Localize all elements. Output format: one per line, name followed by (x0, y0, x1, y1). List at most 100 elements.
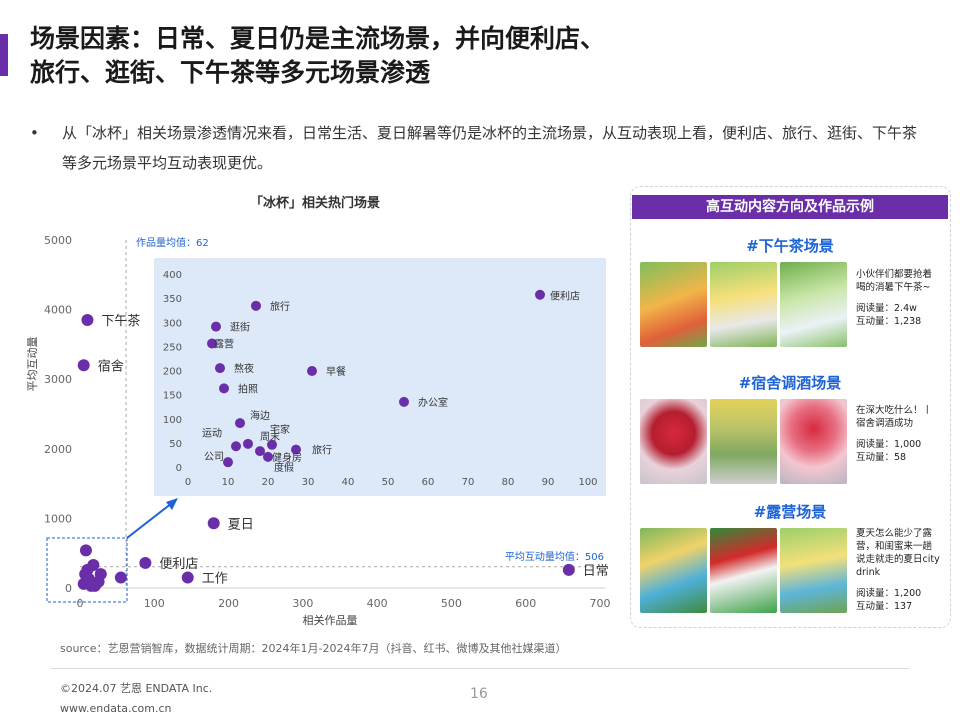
x-tick-label: 500 (441, 597, 462, 610)
inset-x-tick-label: 20 (262, 477, 275, 488)
panel-header: 高互动内容方向及作品示例 (632, 195, 948, 219)
accent-bar (0, 34, 8, 76)
inset-x-tick-label: 10 (222, 477, 235, 488)
source-note: source：艺恩营销智库，数据统计周期：2024年1月-2024年7月（抖音、… (60, 642, 567, 655)
data-point[interactable] (81, 314, 94, 327)
inset-data-label: 办公室 (418, 396, 448, 409)
inset-data-point[interactable] (223, 457, 233, 468)
chart-title: 「冰杯」相关热门场景 (249, 196, 380, 211)
inset-background (154, 258, 606, 496)
inset-data-label: 海边 (250, 409, 270, 422)
section-desc-tea: 小伙伴们都要抢着喝的消暑下午茶~ 阅读量：2.4w 互动量：1,238 (856, 268, 940, 328)
inset-x-tick-label: 100 (578, 477, 597, 488)
data-point[interactable] (562, 563, 575, 576)
inset-data-label: 宅家 (270, 423, 290, 436)
inset-data-label: 便利店 (550, 290, 580, 303)
data-point[interactable] (207, 517, 220, 530)
inset-data-point[interactable] (535, 289, 545, 300)
inset-x-tick-label: 60 (422, 477, 435, 488)
inset-data-point[interactable] (215, 363, 225, 374)
thumb-tea-1[interactable] (640, 262, 707, 347)
thumb-dorm-1[interactable] (640, 399, 707, 484)
inset-y-tick-label: 300 (163, 318, 182, 329)
inset-data-label: 早餐 (326, 365, 346, 378)
main-plot: 0 100 200 300 400 500 600 700010002000300040005… (26, 234, 611, 627)
data-point[interactable] (79, 568, 92, 581)
inset-data-point[interactable] (231, 441, 241, 452)
footer-divider (50, 668, 910, 669)
data-label: 便利店 (159, 557, 198, 572)
reads-dorm: 阅读量：1,000 (856, 439, 922, 450)
data-label: 下午茶 (101, 313, 140, 329)
thumb-camp-1[interactable] (640, 528, 707, 613)
section-title-camp[interactable]: #露营场景 (753, 503, 827, 521)
data-point[interactable] (79, 544, 92, 557)
data-point[interactable] (85, 579, 98, 592)
thumb-tea-2[interactable] (710, 262, 777, 347)
x-tick-label: 200 (218, 597, 239, 610)
website-link[interactable]: www.endata.com.cn (60, 702, 172, 715)
data-point[interactable] (139, 556, 152, 569)
inset-data-point[interactable] (267, 439, 277, 450)
inset-data-label: 健身房 (272, 451, 302, 464)
thumb-dorm-3[interactable] (780, 399, 847, 484)
interactions-dorm: 互动量：58 (856, 452, 907, 463)
inset-x-tick-label: 0 (185, 477, 191, 488)
inset-x-tick-label: 30 (302, 477, 315, 488)
data-point[interactable] (181, 571, 194, 584)
data-point[interactable] (77, 359, 90, 372)
data-label: 工作 (202, 572, 228, 587)
inset-y-tick-label: 250 (163, 342, 182, 353)
thumb-tea-3[interactable] (780, 262, 847, 347)
inset-data-point[interactable] (211, 321, 221, 332)
section-desc-dorm: 在深大吃什么！丨宿舍调酒成功 阅读量：1,000 互动量：58 (856, 404, 940, 464)
zoom-arrow (126, 502, 173, 539)
bullet-dot: • (30, 124, 39, 142)
zoom-arrow-head (166, 498, 178, 510)
inset-data-label: 公司 (204, 452, 224, 463)
inset-data-point[interactable] (251, 300, 261, 311)
y-tick-label: 2000 (44, 443, 72, 456)
inset-data-point[interactable] (291, 444, 301, 455)
bullet-text: 从「冰杯」相关场景渗透情况来看，日常生活、夏日解暑等仍是冰杯的主流场景，从互动表… (62, 124, 918, 172)
inset-data-label: 运动 (202, 427, 222, 439)
desc-text-dorm: 在深大吃什么！丨宿舍调酒成功 (856, 405, 933, 429)
inset-data-label: 拍照 (238, 382, 258, 395)
inset-y-tick-label: 0 (176, 463, 182, 474)
title-line-1: 场景因素：日常、夏日仍是主流场景，并向便利店、 (30, 24, 606, 53)
thumb-dorm-2[interactable] (710, 399, 777, 484)
y-tick-label: 5000 (44, 234, 72, 247)
x-mean-label: 作品量均值：62 (136, 236, 209, 249)
interactions-tea: 互动量：1,238 (856, 316, 922, 327)
inset-data-point[interactable] (219, 383, 229, 394)
data-label: 夏日 (228, 517, 254, 532)
thumb-camp-2[interactable] (710, 528, 777, 613)
inset-y-tick-label: 100 (163, 415, 182, 426)
section-title-dorm[interactable]: #宿舍调酒场景 (738, 374, 842, 392)
inset-data-point[interactable] (243, 438, 253, 449)
summary-bullet: • 从「冰杯」相关场景渗透情况来看，日常生活、夏日解暑等仍是冰杯的主流场景，从互… (30, 118, 920, 178)
inset-data-point[interactable] (235, 418, 245, 429)
inset-data-point[interactable] (307, 365, 317, 376)
x-tick-label: 300 (292, 597, 313, 610)
inset-data-label: 逛街 (230, 321, 250, 334)
inset-data-point[interactable] (399, 396, 409, 407)
x-tick-label: 400 (367, 597, 388, 610)
data-point[interactable] (114, 571, 127, 584)
x-tick-label: 100 (144, 597, 165, 610)
inset-data-label: 旅行 (270, 300, 290, 313)
inset-data-point[interactable] (263, 451, 273, 462)
inset-data-label: 周末 (260, 430, 280, 443)
thumb-camp-3[interactable] (780, 528, 847, 613)
inset-y-tick-label: 150 (163, 391, 182, 402)
copyright: ©2024.07 艺恩 ENDATA Inc. (60, 682, 213, 695)
inset-data-point[interactable] (255, 446, 265, 457)
inset-data-point[interactable] (207, 338, 217, 349)
data-label: 日常 (583, 564, 609, 579)
x-tick-label: 0 (77, 597, 84, 610)
inset-y-tick-label: 400 (163, 270, 182, 281)
page-number: 16 (470, 686, 488, 702)
data-label: 宿舍 (98, 358, 124, 374)
section-title-tea[interactable]: #下午茶场景 (746, 237, 834, 255)
